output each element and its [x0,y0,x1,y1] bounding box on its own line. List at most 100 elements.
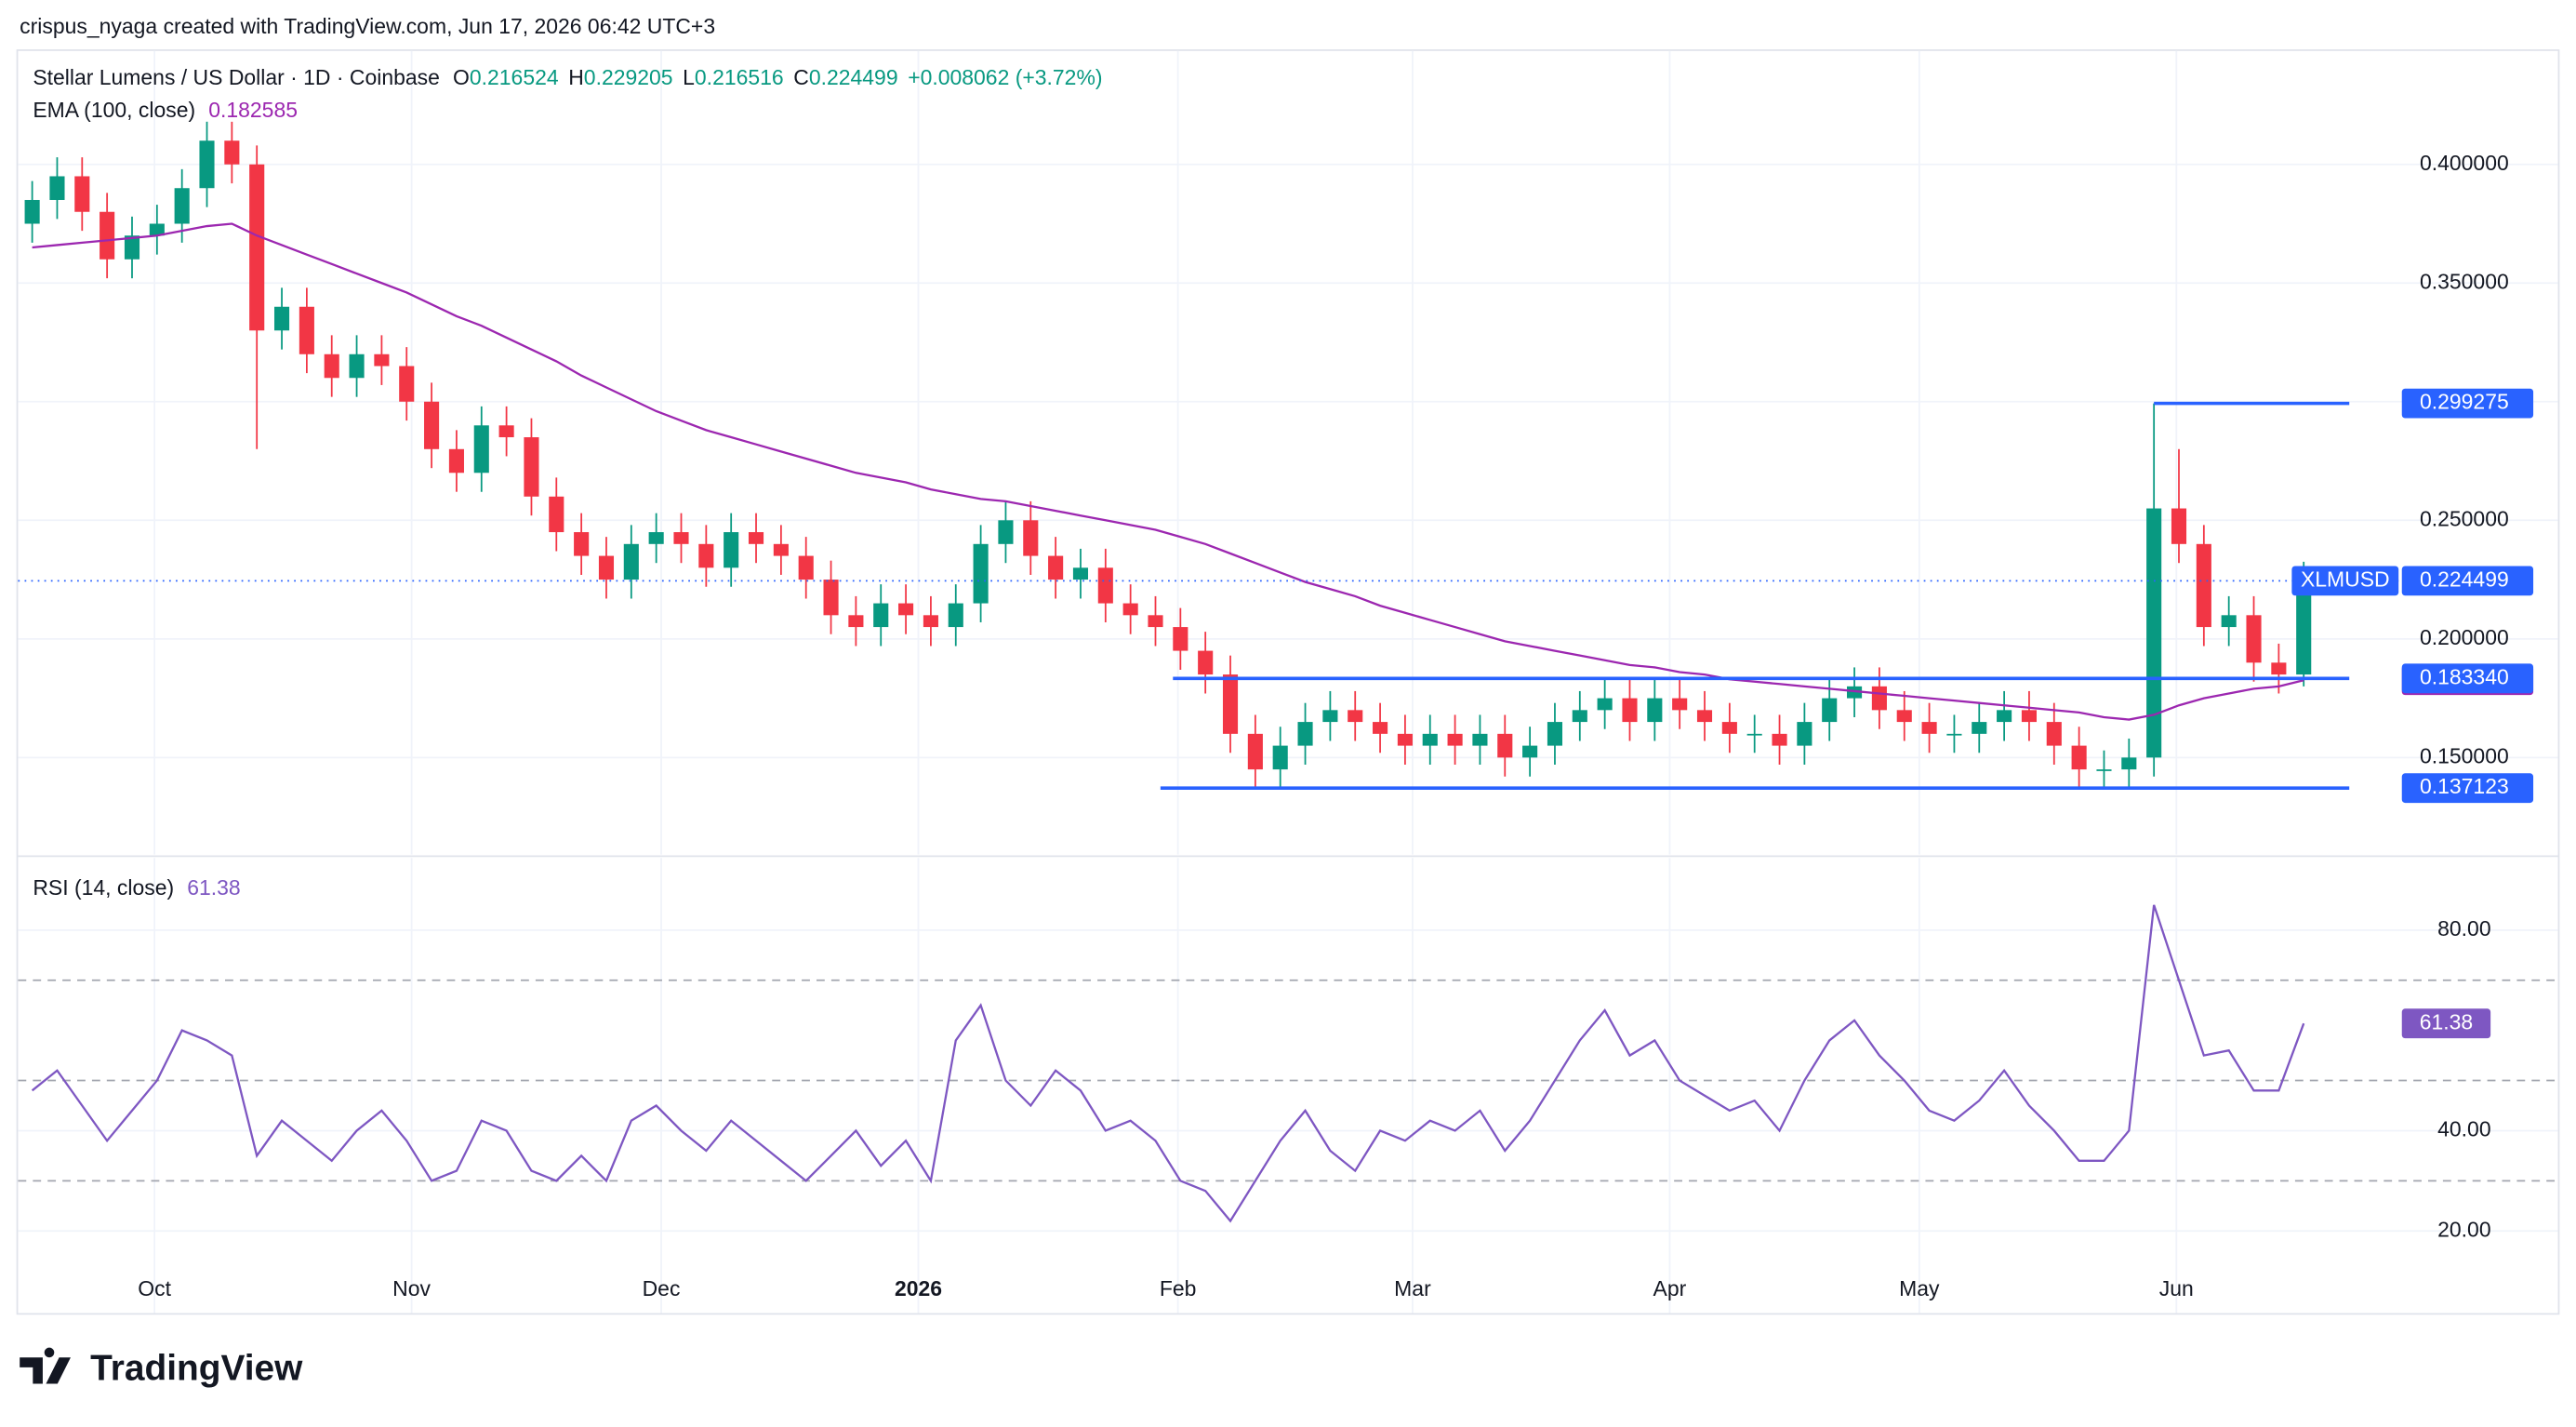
candle-body [1797,722,1812,746]
candle-body [100,211,115,260]
price-change: +0.008062 (+3.72%) [908,65,1102,89]
rsi-value-tag [2401,1008,2491,1039]
rsi-name: RSI (14, close) [33,875,174,900]
y-tick-label: 20.00 [2437,1217,2490,1241]
symbol-tag-text: XLMUSD [2301,567,2390,591]
candle-body [498,425,514,438]
candle-body [324,353,339,379]
candle-body [1672,698,1688,711]
candle-body [448,448,464,473]
candle-body [948,603,963,628]
logo-icon [20,1347,71,1384]
candle-body [648,532,664,544]
candle-body [249,164,265,331]
candle-body [2146,508,2162,758]
candle-body [2071,745,2087,770]
candle-body [1272,745,1288,770]
level-price-tag-text: 0.183340 [2420,664,2509,688]
x-tick-label: Jun [2159,1276,2194,1300]
level-price-tag [2401,663,2534,694]
candle-body [2121,757,2137,770]
level-price-tag [2401,388,2534,419]
candle-body [2246,615,2262,663]
candle-body [424,401,440,449]
candle-body [1921,722,1937,734]
symbol-title: Stellar Lumens / US Dollar · 1D · Coinba… [33,65,440,89]
candle-body [1647,698,1663,723]
candle-body [1222,674,1239,734]
logo-text: TradingView [90,1349,303,1389]
grid [18,50,2558,1314]
x-tick-label: Dec [643,1276,681,1300]
candle-body [399,366,415,402]
y-tick-label: 80.00 [2437,916,2490,940]
rsi-value: 61.38 [187,875,240,900]
candle-body [2221,615,2237,628]
candle-body [2196,543,2211,628]
candle-body [1972,722,1987,734]
candle-body [1322,710,1338,723]
candle-body [1447,733,1463,746]
candle-body [74,176,90,212]
candle-body [24,199,40,224]
candle-body [724,532,739,568]
candle-body [2271,662,2287,675]
y-tick-label: 0.400000 [2420,151,2509,175]
candle-body [524,437,539,497]
candle-body [199,140,215,189]
rsi-value-tag-text: 61.38 [2420,1009,2473,1034]
candle-body [623,543,639,580]
candle-body [1822,698,1838,723]
ema-value: 0.182585 [208,98,298,122]
x-tick-label: Mar [1394,1276,1431,1300]
candle-body [598,555,615,580]
logo: TradingView [20,1347,303,1389]
candle-body [1721,722,1737,734]
candle-body [998,520,1014,544]
candle-body [224,140,240,165]
candle-body [1946,733,1962,736]
candle-body [798,555,814,580]
candle-body [349,353,365,379]
candle-body [848,615,864,628]
ema-line [32,222,2304,721]
x-tick-label: Oct [138,1276,171,1300]
rsi-line [31,904,2305,1223]
y-tick-label: 0.150000 [2420,743,2509,767]
candle-body [1772,733,1787,746]
candle-body [1622,698,1638,723]
y-tick-label: 40.00 [2437,1117,2490,1141]
candle-body [698,543,714,568]
level-price-tag-text: 0.299275 [2420,390,2509,414]
candle-body [1048,555,1064,580]
candle-body [923,615,938,628]
overlay: Oct Nov Dec 2026 Feb Mar Apr May Jun 0.150000 0.20… [18,151,2534,1300]
ohlc-key: C [793,65,809,89]
price-legend: Stellar Lumens / US Dollar · 1D · Coinba… [33,65,1102,89]
candle-body [1422,733,1438,746]
chart-frame [16,49,2560,1315]
candle-body [2096,769,2112,771]
candle-body [1847,686,1863,699]
ohlc-value: 0.224499 [809,65,898,89]
candle-body [1397,733,1413,746]
y-tick-label: 0.200000 [2420,625,2509,649]
candle-body [1522,745,1538,758]
candle-body [1547,722,1563,746]
level-price-tag-text: 0.137123 [2420,774,2509,798]
candle-body [2171,508,2187,544]
candle-body [574,532,590,556]
candle-body [1348,710,1363,723]
candle-body [1572,710,1587,723]
candle-body [549,496,564,533]
candle-body [1497,733,1513,758]
candle-body [473,425,489,473]
candle-body [1198,650,1214,675]
candle-body [374,353,390,367]
level-price-tag [2401,773,2534,804]
candle-body [1472,733,1488,746]
candle-body [1173,627,1188,651]
candle-body [823,580,839,616]
